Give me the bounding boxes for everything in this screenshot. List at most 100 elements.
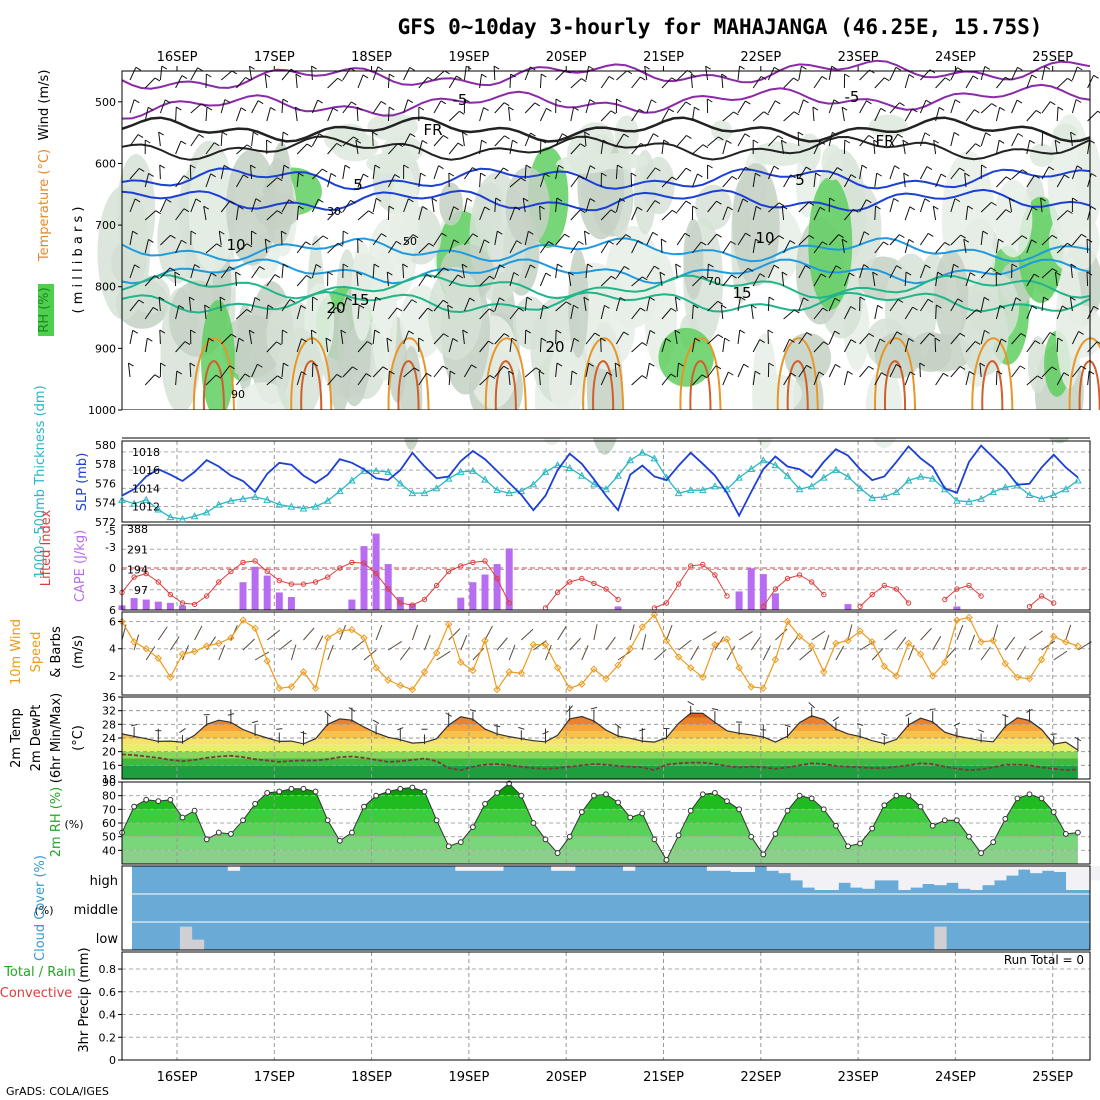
wind-barb <box>752 173 756 188</box>
high-cloud-gap <box>1078 866 1091 890</box>
wind-barb-flag <box>610 209 617 214</box>
temp-whisker-cap <box>1074 736 1082 742</box>
rh-region <box>798 133 821 171</box>
wind-barb <box>722 176 733 188</box>
wind-barb-flag <box>893 198 899 202</box>
wind-barb-flag <box>707 98 713 103</box>
lifted-point <box>252 558 258 564</box>
wind-barb-flag <box>481 139 487 144</box>
rh-region <box>390 165 420 266</box>
wind-barb <box>479 275 490 287</box>
wind-barb <box>705 66 709 81</box>
wind-barb-flag <box>659 271 666 276</box>
wind-barb-flag <box>651 99 657 104</box>
wind-barb-flag <box>252 131 259 136</box>
wind-barb-flag <box>337 209 343 214</box>
wind-barb-flag <box>794 309 800 314</box>
thickness-point <box>214 500 223 508</box>
wind-barb <box>692 241 702 254</box>
temp-labels: 2m Temp 2m DewPt (6hr Min/Max) (°C) <box>9 693 86 783</box>
wind-barb-flag <box>352 366 358 371</box>
wind-barb <box>1026 74 1033 89</box>
wind-barb <box>904 108 913 122</box>
wind-barb-flag <box>427 76 434 81</box>
wind-barb-flag <box>512 139 518 144</box>
wind-barb <box>752 76 762 89</box>
panel-frame <box>121 865 1091 951</box>
wind10m-barb <box>557 626 567 641</box>
wind-barb <box>403 99 409 114</box>
wind-barb-flag <box>1021 169 1028 174</box>
wind10m-point <box>965 613 973 622</box>
wind-barb-flag <box>573 304 579 309</box>
wind-barb-flag <box>974 109 980 114</box>
high-cloud-gap <box>718 866 732 871</box>
lifted-point <box>675 581 682 587</box>
wind-barb <box>1041 234 1053 246</box>
wind-barb <box>158 132 161 147</box>
wind-barb <box>964 173 967 188</box>
wind10m-point <box>759 684 768 692</box>
lifted-point <box>700 561 706 568</box>
rh-band <box>122 850 1078 864</box>
wind-barb-flag <box>539 205 545 210</box>
wind-barb-flag <box>859 296 866 301</box>
wind-barb <box>251 297 256 312</box>
wind-barb <box>1041 166 1050 180</box>
rh2m-point <box>978 850 984 856</box>
wind-barb <box>904 74 910 89</box>
wind-barb <box>251 266 261 279</box>
wind-barb <box>448 338 454 353</box>
rh-region <box>512 296 549 350</box>
wind-barb <box>631 276 643 287</box>
high-cloud-gap <box>455 866 468 871</box>
wind-barb-flag <box>396 307 403 312</box>
cape-tick-label: 291 <box>127 543 148 556</box>
wind-barb-flag <box>812 106 819 111</box>
wind-barb-flag <box>755 172 761 177</box>
wind-barb-flag <box>489 375 496 379</box>
wind-barb-flag <box>240 107 247 112</box>
wind-barb-flag <box>462 329 468 334</box>
wind-barb-flag <box>557 263 563 268</box>
wind-barb-flag <box>518 307 524 312</box>
high-cloud-gap <box>563 866 576 871</box>
wind-barb-flag <box>933 205 939 210</box>
wind10m-point <box>674 653 683 661</box>
high-cloud-gap <box>1018 866 1031 870</box>
rh2m-point <box>748 833 755 840</box>
wind-barb-flag <box>246 144 253 149</box>
thickness-point <box>384 467 393 475</box>
wind-barb <box>355 140 359 155</box>
wind-barb <box>205 173 212 188</box>
temp-band <box>122 724 1078 732</box>
wind-barb <box>508 371 511 386</box>
wind-barb <box>524 164 527 180</box>
rh2m-point <box>954 817 960 824</box>
wind-barb <box>798 166 807 180</box>
wind-barb <box>841 239 845 254</box>
wind-barb <box>676 70 688 81</box>
wind-barb-flag <box>675 263 681 268</box>
cloud-cover-label: Cloud Cover (%) <box>33 855 48 961</box>
wind-barb <box>813 141 821 155</box>
wind-barb <box>813 173 817 188</box>
precip-tick-label: 0.6 <box>99 986 117 999</box>
wind-barb <box>372 330 376 345</box>
wind-barb <box>266 341 277 353</box>
wind-barb <box>327 209 338 221</box>
wind-barb <box>691 107 695 122</box>
wind-barb-flag <box>781 139 787 144</box>
wind-barb <box>568 272 572 287</box>
wind-barb-flag <box>1005 76 1011 81</box>
wind-barb <box>737 198 744 213</box>
wind-barb <box>296 371 302 386</box>
wind-barb-flag <box>210 173 216 178</box>
wind10m-point <box>820 668 828 676</box>
y-tick-label: 28 <box>102 718 116 731</box>
wind-barb-flag <box>838 234 844 239</box>
wind-barb-flag <box>165 99 171 104</box>
wind-barb-flag <box>197 67 203 72</box>
wind-barb-flag <box>832 131 838 136</box>
wind10m-barb <box>157 626 168 641</box>
